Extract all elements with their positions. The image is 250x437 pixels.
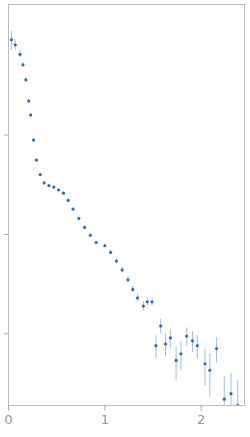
- svg-text:2: 2: [197, 412, 205, 427]
- svg-text:1: 1: [101, 412, 109, 427]
- svg-text:0: 0: [4, 412, 12, 427]
